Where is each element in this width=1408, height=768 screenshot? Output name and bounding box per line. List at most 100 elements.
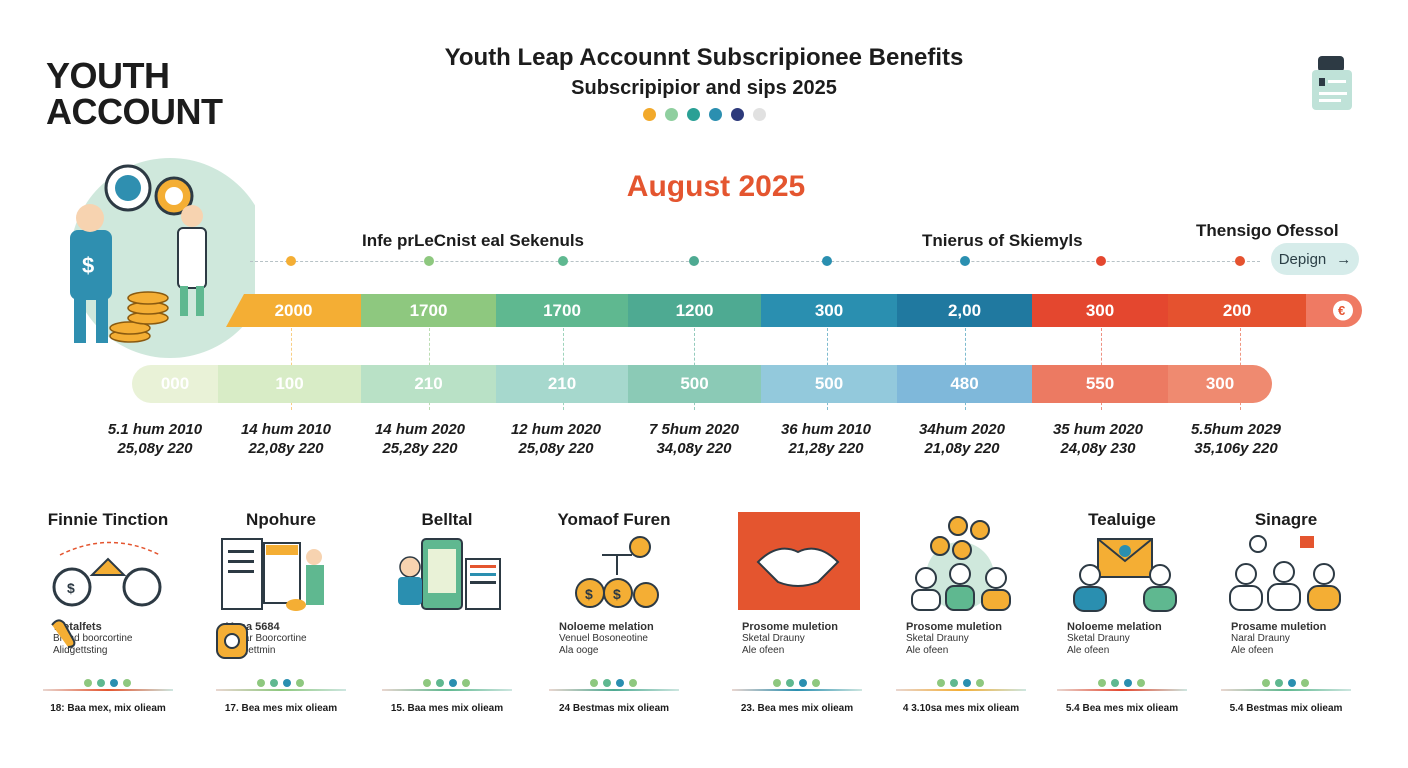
card-5-description: Prosome muletion Sketal Drauny Ale ofeen bbox=[742, 621, 892, 657]
milestone-dot-3 bbox=[558, 256, 568, 266]
bottom-segment-7: 480 bbox=[897, 365, 1032, 403]
card-dot bbox=[1098, 679, 1106, 687]
card-dot bbox=[257, 679, 265, 687]
card-dot bbox=[283, 679, 291, 687]
bottom-segment-8: 550 bbox=[1032, 365, 1168, 403]
card-6-description: Prosome muletion Sketal Drauny Ale ofeen bbox=[906, 621, 1056, 657]
bottom-segment-9: 300 bbox=[1168, 365, 1272, 403]
bottom-segment-5: 500 bbox=[628, 365, 761, 403]
date-label-8: 35 hum 2020 24,08y 230 bbox=[1038, 420, 1158, 458]
desc-line-1: Brand boorcortine bbox=[53, 633, 133, 644]
card-4-description: Noloeme melation Venuel Bosoneotine Ala oo… bbox=[559, 621, 709, 657]
youth-savers-illustration: $ bbox=[70, 158, 255, 358]
card-dot bbox=[590, 679, 598, 687]
card-6-divider bbox=[896, 689, 1026, 691]
date-label-4: 12 hum 2020 25,08y 220 bbox=[496, 420, 616, 458]
page-title: Youth Leap Accounnt Subscripionee Benefi… bbox=[444, 44, 964, 71]
card-7-dots bbox=[1098, 679, 1145, 687]
desc-line-1: Sketal Drauny bbox=[1067, 633, 1130, 644]
card-1-title: Finnie Tinction bbox=[47, 510, 169, 529]
title-dot-2 bbox=[664, 108, 678, 121]
card-dot bbox=[786, 679, 794, 687]
date-line-2: 22,08y 220 bbox=[248, 440, 324, 457]
card-4-title: Yomaof Furen bbox=[557, 510, 671, 529]
card-dot bbox=[84, 679, 92, 687]
card-dot bbox=[296, 679, 304, 687]
card-dot bbox=[616, 679, 624, 687]
logo-text: YOUTH ACCOUNT bbox=[46, 58, 223, 130]
card-3-footer: 15. Baa mes mix olieam bbox=[390, 703, 504, 714]
title-dot-3 bbox=[686, 108, 700, 121]
date-line-1: 12 hum 2020 bbox=[510, 421, 602, 438]
date-line-2: 25,28y 220 bbox=[382, 440, 458, 457]
card-7-description: Noloeme melation Sketal Drauny Ale ofeen bbox=[1067, 621, 1217, 657]
top-segment-8: 200 bbox=[1168, 294, 1306, 327]
card-dot bbox=[1288, 679, 1296, 687]
card-8-dots bbox=[1262, 679, 1309, 687]
desc-title: Prosome muletion bbox=[906, 621, 1002, 633]
card-dot bbox=[436, 679, 444, 687]
date-line-2: 21,28y 220 bbox=[788, 440, 864, 457]
date-label-1: 5.1 hum 2010 25,08y 220 bbox=[95, 420, 215, 458]
card-4-coins-illustration: $ $ bbox=[575, 536, 659, 608]
milestone-dot-5 bbox=[822, 256, 832, 266]
top-segment-6: 2,00 bbox=[897, 294, 1032, 327]
title-dot-5 bbox=[730, 108, 744, 121]
desc-line-2: Ale ofeen bbox=[742, 645, 785, 656]
card-1-clock-illustration: $ bbox=[51, 541, 162, 648]
card-1-divider bbox=[43, 689, 173, 691]
card-4-dots bbox=[590, 679, 637, 687]
card-1-footer: 18: Baa mex, mix olieam bbox=[50, 703, 166, 714]
desc-title: Noloeme melation bbox=[559, 621, 654, 633]
desc-line-2: Alidgettsting bbox=[53, 645, 108, 656]
desc-line-1: Venuel Bosoneotine bbox=[559, 633, 648, 644]
card-6-dots bbox=[937, 679, 984, 687]
date-line-1: 34hum 2020 bbox=[919, 421, 1005, 438]
page-subtitle: Subscripipior and sips 2025 bbox=[571, 77, 837, 99]
card-2-documents-illustration bbox=[221, 538, 324, 611]
top-segment-2: 1700 bbox=[361, 294, 496, 327]
date-line-2: 35,106y 220 bbox=[1194, 440, 1278, 457]
date-label-6: 36 hum 2010 21,28y 220 bbox=[766, 420, 886, 458]
card-dot bbox=[270, 679, 278, 687]
card-6-footer: 4 3.10sa mes mix olieam bbox=[902, 703, 1020, 714]
bottom-segment-1: 000 bbox=[132, 365, 218, 403]
svg-text:$: $ bbox=[613, 586, 621, 602]
desc-line-2: Ale ofeen bbox=[1067, 645, 1110, 656]
card-3-dots bbox=[423, 679, 470, 687]
group-label-left: Infe prLeCnist eal Sekenuls bbox=[362, 231, 585, 250]
date-line-1: 35 hum 2020 bbox=[1052, 421, 1144, 438]
card-2-dots bbox=[257, 679, 304, 687]
arrow-right-icon: → bbox=[1336, 250, 1352, 268]
desc-line-2: Ale ofeen bbox=[906, 645, 949, 656]
card-dot bbox=[1301, 679, 1309, 687]
card-dot bbox=[603, 679, 611, 687]
group-label-mid: Tnierus of Skiemyls bbox=[922, 231, 1083, 250]
card-dot bbox=[812, 679, 820, 687]
group-label-right: Thensigo Ofessol bbox=[1196, 221, 1339, 240]
card-dot bbox=[449, 679, 457, 687]
card-dot bbox=[123, 679, 131, 687]
top-segment-1: 2000 bbox=[226, 294, 361, 327]
title-dot-6 bbox=[752, 108, 766, 121]
top-segment-7: 300 bbox=[1032, 294, 1168, 327]
milestone-dot-8 bbox=[1235, 256, 1245, 266]
date-label-9: 5.5hum 2029 35,106y 220 bbox=[1176, 420, 1296, 458]
date-line-2: 24,08y 230 bbox=[1060, 440, 1136, 457]
top-segment-5: 300 bbox=[761, 294, 897, 327]
card-2-divider bbox=[216, 689, 346, 691]
bottom-segment-4: 210 bbox=[496, 365, 628, 403]
card-3-title: Belltal bbox=[421, 510, 473, 529]
title-dot-4 bbox=[708, 108, 722, 121]
card-dot bbox=[976, 679, 984, 687]
card-7-mail-people-illustration bbox=[1073, 538, 1177, 612]
date-line-1: 36 hum 2010 bbox=[780, 421, 872, 438]
desc-line-2: Ale ofeen bbox=[1231, 645, 1274, 656]
card-dot bbox=[423, 679, 431, 687]
card-8-footer: 5.4 Bestmas mix olieam bbox=[1229, 703, 1343, 714]
design-button[interactable]: Depign → bbox=[1271, 243, 1359, 275]
date-label-3: 14 hum 2020 25,28y 220 bbox=[360, 420, 480, 458]
month-heading: August 2025 bbox=[626, 170, 806, 203]
desc-line-2: Alidgettmin bbox=[226, 645, 276, 656]
card-8-title: Sinagre bbox=[1254, 510, 1318, 529]
